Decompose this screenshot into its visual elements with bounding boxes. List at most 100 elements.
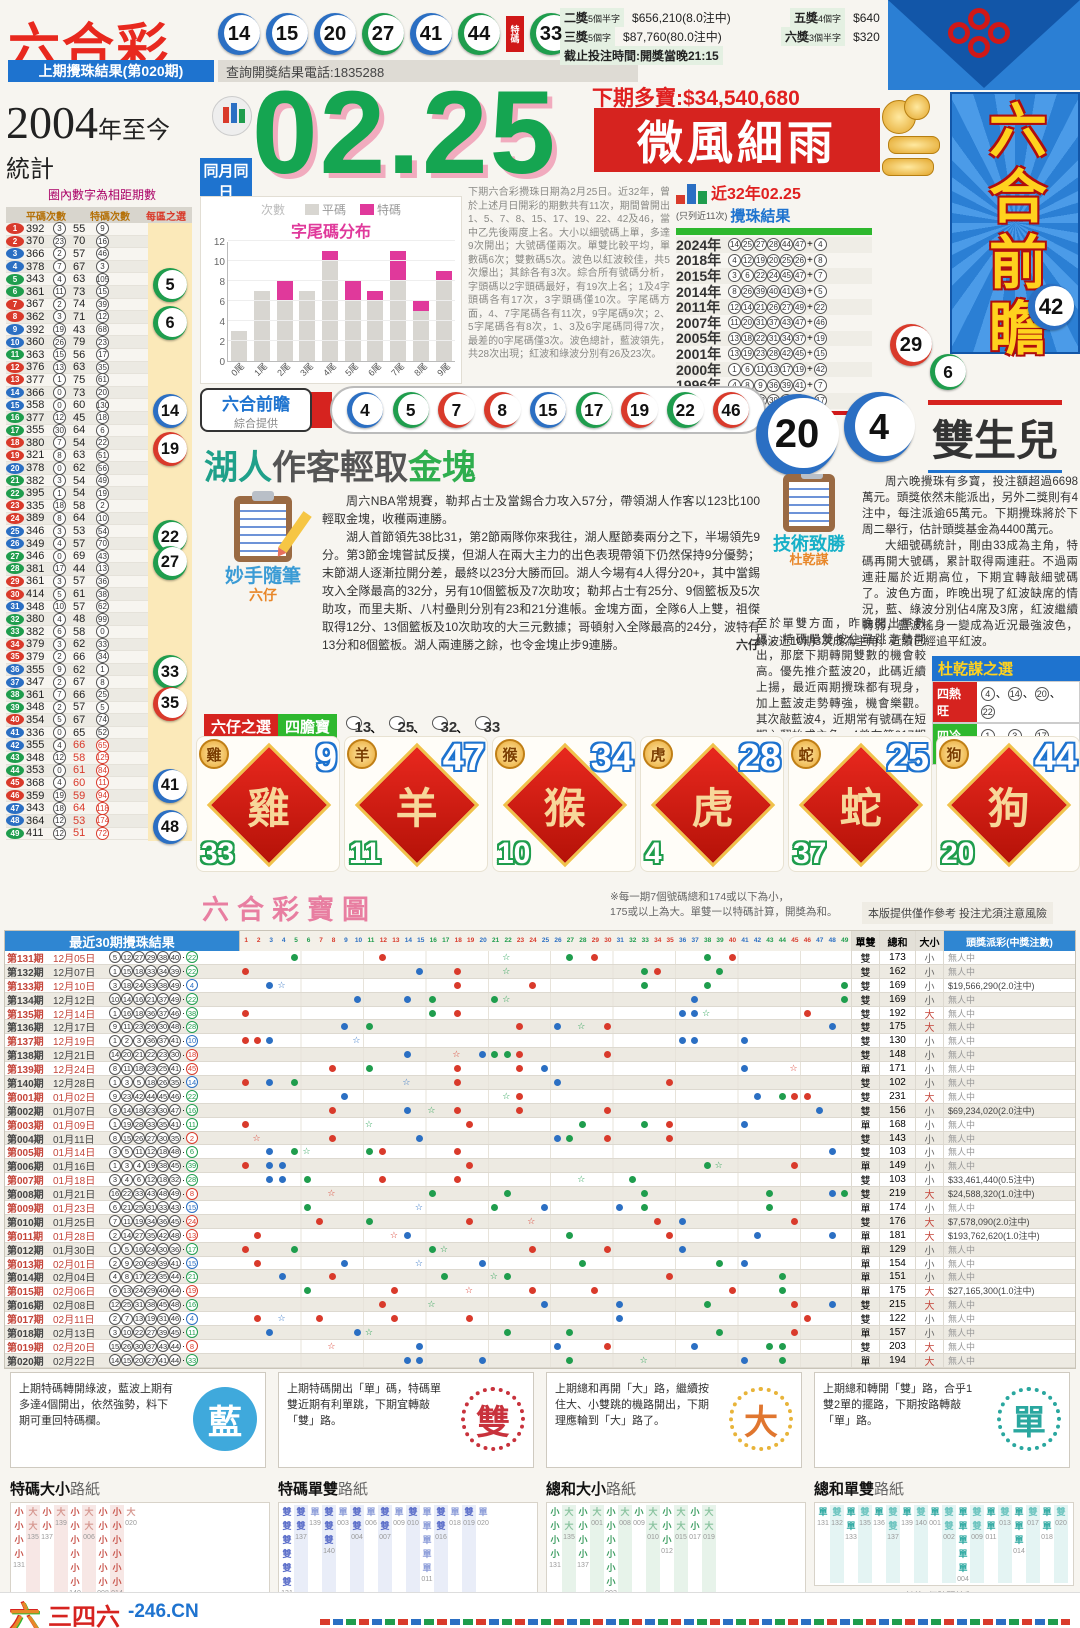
article1-headline: 湖人作客輕取金塊 <box>204 450 476 487</box>
size-value: 小 <box>915 1326 943 1340</box>
period: 第135期 <box>7 1009 44 1021</box>
size-value: 小 <box>915 1076 943 1090</box>
draw-dot <box>553 1079 561 1087</box>
footer-brand[interactable]: 三四六 <box>48 1605 120 1628</box>
bar-9尾 <box>435 241 452 361</box>
prev-draw-label: 上期攪珠結果(第020期) <box>8 60 214 82</box>
circled-number: 31 <box>754 316 767 330</box>
road-table: 特碼單雙路紙雙雙雙雙雙雙131雙雙137單139雙雙雙140單003雙雙004單… <box>278 1478 538 1616</box>
zodiac-main-number: 47 <box>442 737 485 779</box>
dot-grid: ☆ <box>239 992 851 1006</box>
lottery-ball: 7 <box>438 392 475 428</box>
draw-dot <box>641 1120 649 1128</box>
period: 第015期 <box>7 1287 44 1299</box>
stats-row: 6 361 11 73 15 <box>6 285 148 299</box>
draw-numbers: 14 15 20 27 41 44 · 33 <box>109 1354 198 1367</box>
size-value: 小 <box>915 1173 943 1187</box>
draw-dot <box>741 1065 749 1073</box>
sum-value: 175 <box>879 1284 915 1298</box>
road-grid: 小小小小131大大135小小小小137大001小小小小小小002大008小009… <box>546 1502 806 1600</box>
draw-dot <box>266 1176 274 1184</box>
period: 第136期 <box>7 1023 44 1035</box>
zodiac-card-虎: 虎虎 28 4 <box>640 736 784 872</box>
draw-dot <box>453 1079 461 1087</box>
draw-dot <box>666 1273 674 1281</box>
period: 第133期 <box>7 981 44 993</box>
road-title: 總和單雙路紙 <box>814 1481 905 1498</box>
dot-grid: ☆ <box>239 1034 851 1048</box>
draw-date: 12月14日 <box>53 1009 96 1021</box>
lottery-ball: 48 <box>153 810 188 845</box>
oe-value: 雙 <box>851 951 879 965</box>
oe-value: 雙 <box>851 1173 879 1187</box>
size-value: 大 <box>915 1339 943 1354</box>
period: 第010期 <box>7 1217 44 1229</box>
result-row: 第013期 02月01日 2 9 20 28 39 41 · 15 ☆ 單 154 小無人中 <box>5 1256 1075 1271</box>
footer-domain[interactable]: -246.CN <box>128 1601 199 1622</box>
draw-date: 01月09日 <box>53 1120 96 1132</box>
zone-picks-column: 5 6 14 19 22 27 33 35 41 48 <box>148 223 192 845</box>
stats-row: 13 377 1 75 61 <box>6 373 148 387</box>
circled-number: 19 <box>754 253 767 267</box>
baotu-disclaimer: 本版提供僅作參考 投注尤須注意風險 <box>862 902 1054 924</box>
year-row: 2001年 13 19 23 28 42 45 +15 <box>676 346 872 362</box>
col-header: 特碼次數 <box>90 211 130 223</box>
oe-value: 雙 <box>851 1089 879 1104</box>
period: 第018期 <box>7 1329 44 1340</box>
special-star: ☆ <box>577 1174 586 1185</box>
size-value: 小 <box>915 1103 943 1118</box>
payout: 無人中 <box>943 1242 1075 1256</box>
sum-value: 171 <box>879 1062 915 1076</box>
size-value: 小 <box>915 1312 943 1326</box>
dot-grid: ☆ <box>239 1131 851 1145</box>
size-value: 小 <box>915 1256 943 1271</box>
circled-number: 41 <box>793 378 806 392</box>
draw-numbers: 6 13 24 29 40 44 · 19 <box>109 1284 239 1297</box>
draw-dot <box>253 1231 261 1239</box>
special-star: ☆ <box>402 1077 411 1088</box>
draw-dot <box>766 1204 774 1212</box>
zodiac-alt-number: 4 <box>645 837 662 870</box>
bar-1尾 <box>254 241 271 361</box>
special-star: ☆ <box>389 1229 398 1240</box>
result-row: 第003期 01月09日 1 19 28 33 35 41 · 11 ☆ 單 168 小無人中 <box>5 1117 1075 1132</box>
draw-dot <box>728 1287 736 1295</box>
draw-dot <box>291 1148 299 1156</box>
results-rows: 第131期 12月05日 5 12 27 29 38 40 · 22 ☆ 雙 173 小無人中 第132期 1… <box>5 951 1075 1368</box>
payout: 無人中 <box>943 1270 1075 1284</box>
road-grid: 單 131 雙 132 單單 133 雙 135 單 136 雙雙 137 單 139 雙 140 單 001 雙雙… <box>814 1502 1074 1586</box>
draw-dot <box>653 1217 661 1225</box>
prize-row: 三獎5個字 $87,760(80.0注中) 六獎3個半字 $320 <box>560 27 972 46</box>
zodiac-row: 雞雞 9 33 羊羊 47 11 猴猴 34 10 虎虎 28 4 蛇蛇 25 37 狗狗 44 20 <box>196 736 1080 876</box>
draw-dot <box>516 1051 524 1059</box>
draw-dot <box>503 1190 511 1198</box>
circled-number: 44 <box>780 238 793 252</box>
draw-dot <box>403 995 411 1003</box>
lottery-ball: 15 <box>529 392 567 428</box>
lottery-ball: 5 <box>392 392 429 428</box>
draw-dot <box>641 967 649 975</box>
draw-dot <box>266 1148 274 1156</box>
sum-value: 143 <box>879 1131 915 1145</box>
size-value: 小 <box>915 964 943 979</box>
note-text: 上期總和轉開「雙」路，合乎1雙2單的擺路，下期按路轉敲「單」路。 <box>823 1383 973 1427</box>
circled-number: 14 <box>1007 687 1022 701</box>
feature-date: 02.25 <box>252 67 558 199</box>
payout: 無人中 <box>943 1326 1075 1339</box>
period: 第013期 <box>7 1259 44 1271</box>
dot-grid: ☆ <box>239 1353 851 1367</box>
circled-number: 39 <box>754 285 767 299</box>
size-value: 小 <box>915 951 943 965</box>
special-star: ☆ <box>714 1160 723 1171</box>
dot-grid: ☆ <box>239 1020 851 1034</box>
payout: $19,566,290(2.0注中) <box>943 978 1075 992</box>
period: 第137期 <box>7 1037 44 1049</box>
grid-number-header: 1 2 3 4 5 6 7 8 9 10 11 12 13 14 15 16 17 18 19 20 21 22 23 24 2… <box>239 931 851 951</box>
side-banner: 六合前瞻 42 29 6 <box>878 92 1080 390</box>
circled-number: 47 <box>793 269 806 283</box>
oe-value: 單 <box>851 1228 879 1243</box>
draw-dot <box>241 1037 249 1045</box>
dot-grid: ☆ <box>239 1326 851 1339</box>
draw-dot <box>641 981 649 989</box>
draw-dot <box>291 1079 299 1087</box>
